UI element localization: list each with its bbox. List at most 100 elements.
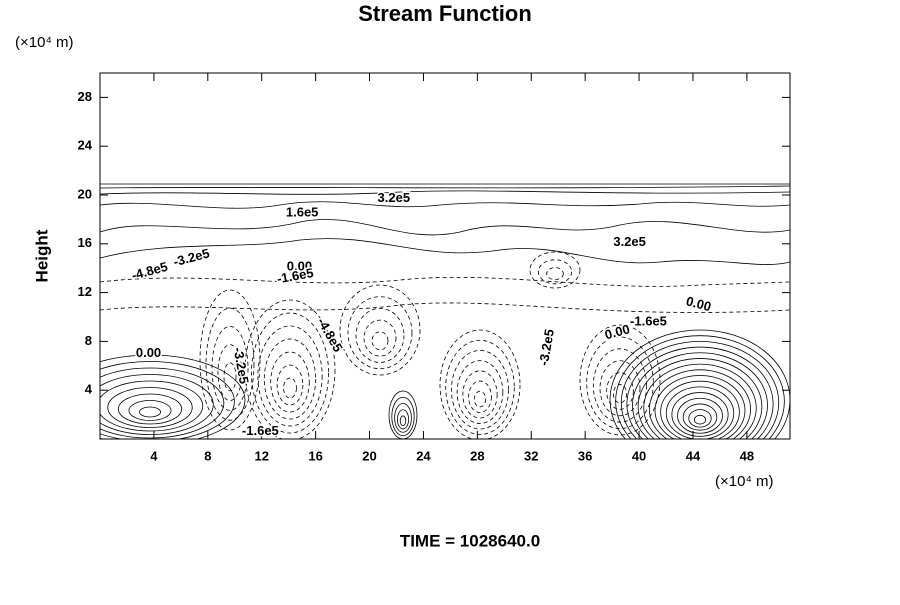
y-tick-label: 16 [78, 235, 92, 250]
contour-label: -1.6e5 [276, 265, 315, 286]
y-tick-label: 28 [78, 89, 92, 104]
contour-ring [586, 336, 654, 429]
contour-ring [688, 409, 712, 428]
contour-ring [609, 329, 790, 439]
contour-ring [396, 409, 409, 430]
x-tick-label: 32 [524, 448, 538, 463]
x-tick-label: 36 [578, 448, 592, 463]
contour-ring [632, 352, 768, 439]
contour-ring [468, 380, 492, 413]
x-tick-label: 44 [686, 448, 701, 463]
contour-ring [107, 387, 193, 428]
contour-ring [100, 374, 214, 435]
contour-label: -3.2e5 [172, 245, 212, 269]
contour-ring [643, 363, 757, 439]
contour-ring [100, 380, 204, 432]
contour-ring [244, 299, 336, 439]
contour-ring [388, 390, 418, 439]
contour-ring [211, 325, 249, 411]
contour-ring [251, 312, 329, 434]
y-tick-label: 24 [78, 138, 93, 153]
contour-ring [199, 289, 261, 431]
x-tick-label: 48 [740, 448, 754, 463]
x-tick-label: 12 [254, 448, 268, 463]
contour-ring [363, 319, 397, 357]
x-tick-label: 20 [362, 448, 376, 463]
contour-ring [128, 400, 172, 421]
contour-lines [100, 183, 790, 439]
contour-ring [473, 390, 487, 408]
contour-ring [665, 386, 735, 439]
contour-ring [660, 380, 740, 439]
contour-ring [439, 329, 521, 439]
contour-label: 1.6e5 [286, 205, 319, 220]
footer: TIME = 1028640.0 [400, 531, 540, 550]
contour-ring [592, 348, 648, 423]
contour-ring [139, 406, 161, 418]
y-axis-label: Height [32, 229, 51, 282]
x-unit: (×10⁴ m) [715, 473, 774, 490]
contour-ring [263, 338, 317, 420]
contour-ring [223, 362, 237, 392]
y-unit: (×10⁴ m) [15, 34, 74, 51]
contour-ring [445, 339, 515, 435]
y-tick-label: 4 [85, 382, 93, 397]
chart-title: Stream Function [358, 1, 532, 26]
contour-label: -3.2e5 [536, 328, 557, 367]
contour-ring [276, 364, 304, 406]
contour-label: -1.6e5 [630, 313, 667, 328]
contour-ring [546, 267, 564, 281]
contour-ring [270, 351, 310, 413]
y-tick-label: 8 [85, 333, 92, 348]
x-tick-label: 16 [308, 448, 322, 463]
contour-ring [462, 370, 498, 419]
contour-ring [537, 259, 573, 285]
contour-label: 0.00 [603, 321, 631, 342]
contour-ring [205, 307, 255, 421]
contour-ring [217, 344, 243, 402]
contour-ring [671, 392, 729, 437]
y-tick-label: 20 [78, 186, 92, 201]
contour-ring [612, 384, 628, 404]
contour-ring [682, 403, 718, 431]
contour-ring [283, 377, 297, 399]
contour-ring [648, 369, 752, 439]
contour-ring [394, 403, 412, 433]
contour-ring [529, 251, 581, 289]
contour-label: 0.00 [287, 258, 312, 273]
contour-ring [677, 397, 723, 434]
contour-ring [391, 396, 415, 437]
contour-ring [339, 284, 421, 376]
contour-ring [615, 335, 785, 439]
contour-label: 0.00 [136, 345, 161, 360]
contour-ring [355, 307, 405, 363]
contour-ring [257, 325, 323, 427]
contour-ring [693, 414, 707, 425]
contour-ring [654, 375, 746, 439]
contour-ring [117, 393, 183, 425]
x-tick-label: 4 [150, 448, 158, 463]
contour-ring [371, 331, 389, 351]
x-tick-label: 24 [416, 448, 431, 463]
contour-ring [620, 340, 780, 439]
contour-label: 3.2e5 [378, 190, 411, 205]
contour-label: -4.8e5 [130, 259, 170, 283]
x-tick-label: 8 [204, 448, 211, 463]
y-tick-label: 12 [78, 284, 92, 299]
contour-ring [100, 354, 246, 439]
contour-ring [399, 415, 407, 426]
x-tick-label: 28 [470, 448, 484, 463]
contour-ring [100, 361, 235, 439]
x-tick-label: 40 [632, 448, 646, 463]
contour-ring [606, 372, 634, 410]
contour-ring [347, 296, 413, 370]
contour-ring [579, 324, 661, 436]
contour-ring [626, 346, 774, 439]
contour-ring [637, 358, 763, 439]
contour-label: -1.6e5 [242, 423, 279, 438]
contour-ring [456, 360, 504, 424]
contour-ring [599, 360, 641, 417]
contour-ring [100, 367, 225, 439]
contour-label: 3.2e5 [613, 234, 646, 249]
